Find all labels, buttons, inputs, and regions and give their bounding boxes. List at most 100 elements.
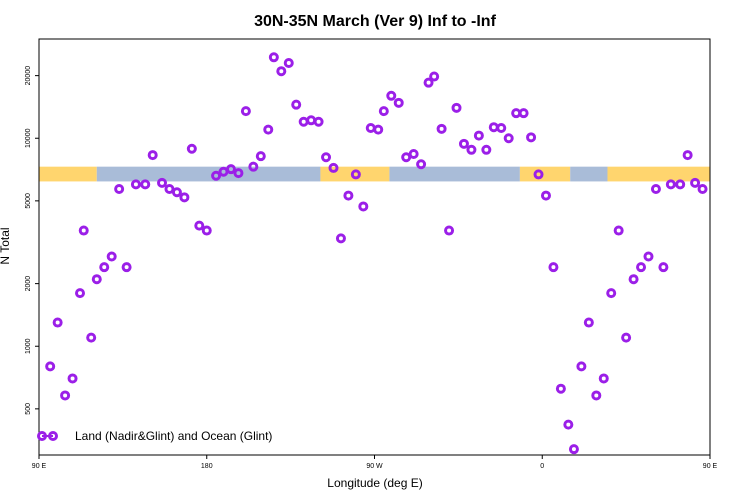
x-axis-label: Longitude (deg E) [327,476,422,490]
band-land-segment [39,166,97,182]
data-point [643,251,654,262]
data-point [263,124,274,135]
data-point [171,187,182,198]
data-point [201,225,212,236]
data-point [473,130,484,141]
data-point [650,184,661,195]
data-point [52,317,63,328]
band-land-segment [607,166,710,182]
data-point [488,122,499,133]
y-tick-label: 500 [25,403,32,415]
data-point [665,179,676,190]
data-point [598,373,609,384]
data-point [75,288,86,299]
data-point [365,123,376,134]
band-ocean-segment [96,166,321,182]
data-point [533,169,544,180]
data-point [606,288,617,299]
data-point [526,132,537,143]
data-points [45,52,708,455]
data-point [373,124,384,135]
data-point [548,262,559,273]
data-point [613,225,624,236]
data-point [540,190,551,201]
data-point [211,170,222,181]
legend: Land (Nadir&Glint) and Ocean (Glint) [37,429,272,443]
band-ocean-segment [389,166,520,182]
legend-label: Land (Nadir&Glint) and Ocean (Glint) [75,429,272,443]
data-point [298,116,309,127]
data-point [697,184,708,195]
data-point [268,52,279,63]
data-point [401,152,412,163]
data-point [423,77,434,88]
data-point [496,123,507,134]
band-land-segment [519,166,571,182]
data-point [675,179,686,190]
x-tick-label: 180 [201,463,213,470]
band-ocean-segment [570,166,608,182]
data-point [130,179,141,190]
data-point [621,332,632,343]
data-point [233,168,244,179]
data-point [328,162,339,173]
data-point [164,184,175,195]
data-point [106,251,117,262]
plot-frame [38,38,711,456]
data-point [321,152,332,163]
data-point [114,184,125,195]
data-point [444,225,455,236]
data-point [436,123,447,134]
data-point [378,106,389,117]
x-tick-label: 90 W [366,463,383,470]
data-point [458,138,469,149]
y-axis: 500 1000 2000 5000 10000 20000 [25,66,39,415]
chart-title: 30N-35N March (Ver 9) Inf to -Inf [254,13,496,30]
data-point [555,383,566,394]
y-tick-label: 2000 [25,276,32,292]
data-point [408,148,419,159]
data-point [358,201,369,212]
data-point [416,159,427,170]
data-point [591,390,602,401]
data-point [335,233,346,244]
data-point [393,97,404,108]
data-point [78,225,89,236]
legend-marker-icon [37,431,47,441]
data-point [386,90,397,101]
data-point [240,106,251,117]
data-point [636,262,647,273]
data-point [451,102,462,113]
data-point [563,419,574,430]
data-point [179,192,190,203]
data-point [67,373,78,384]
x-tick-label: 0 [540,463,544,470]
data-point [291,99,302,110]
data-point [283,58,294,69]
legend-marker-icon [48,431,58,441]
y-tick-label: 10000 [25,128,32,148]
x-tick-label: 90 E [703,463,718,470]
data-point [481,144,492,155]
data-point [121,262,132,273]
data-point [186,143,197,154]
data-point [690,177,701,188]
y-tick-label: 5000 [25,193,32,209]
data-point [518,108,529,119]
data-point [583,317,594,328]
data-point [255,151,266,162]
data-point [86,332,97,343]
data-point [248,161,259,172]
data-point [628,274,639,285]
data-point [313,116,324,127]
data-point [576,361,587,372]
data-point [429,71,440,82]
data-point [350,169,361,180]
x-tick-label: 90 E [32,463,47,470]
data-point [99,262,110,273]
y-axis-label: N Total [0,227,12,264]
data-point [658,262,669,273]
data-point [225,164,236,175]
y-tick-label: 20000 [25,66,32,86]
